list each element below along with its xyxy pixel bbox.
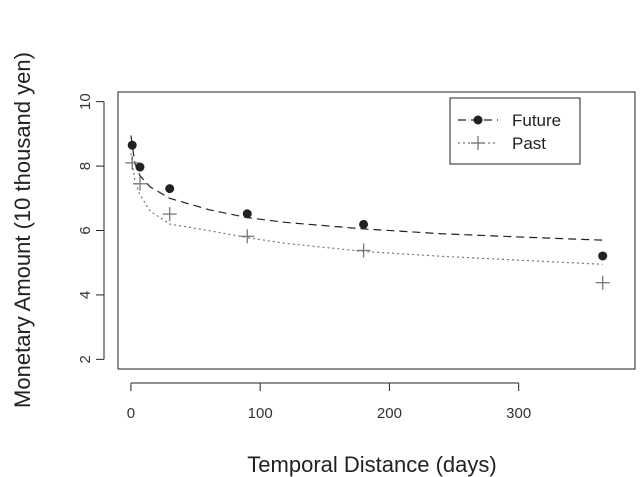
y-tick-label: 4: [77, 291, 94, 299]
point-past: [132, 176, 147, 191]
legend: Future Past: [449, 97, 581, 165]
legend-label-future: Future: [512, 111, 561, 130]
point-future: [165, 184, 175, 194]
y-axis: 2 4 6 8 10: [77, 93, 105, 364]
fit-line-future: [130, 135, 603, 241]
legend-label-past: Past: [512, 134, 546, 153]
plot-box: [117, 91, 636, 370]
point-future: [127, 140, 137, 150]
point-past: [240, 229, 255, 244]
y-tick-label: 2: [77, 355, 94, 363]
y-tick-label: 8: [77, 162, 94, 170]
y-tick-label: 10: [77, 93, 94, 110]
point-past: [125, 155, 140, 170]
fit-line-past: [130, 153, 603, 265]
x-axis-title: Temporal Distance (days): [247, 452, 496, 477]
data-points: [125, 140, 610, 290]
y-axis-title: Monetary Amount (10 thousand yen): [10, 52, 35, 408]
legend-marker-past: [471, 136, 485, 150]
x-tick-label: 300: [506, 405, 531, 422]
legend-marker-future: [473, 115, 483, 125]
point-future: [359, 219, 369, 229]
point-future: [135, 162, 145, 172]
point-future: [598, 251, 608, 261]
point-past: [356, 243, 371, 258]
x-tick-label: 200: [377, 405, 402, 422]
point-past: [162, 207, 177, 222]
x-axis: 0 100 200 300: [127, 382, 531, 422]
x-tick-label: 0: [127, 405, 135, 422]
fit-lines: [130, 135, 603, 265]
legend-box: [449, 97, 581, 165]
y-tick-label: 6: [77, 226, 94, 234]
x-tick-label: 100: [248, 405, 273, 422]
point-past: [595, 275, 610, 290]
point-future: [242, 209, 252, 219]
